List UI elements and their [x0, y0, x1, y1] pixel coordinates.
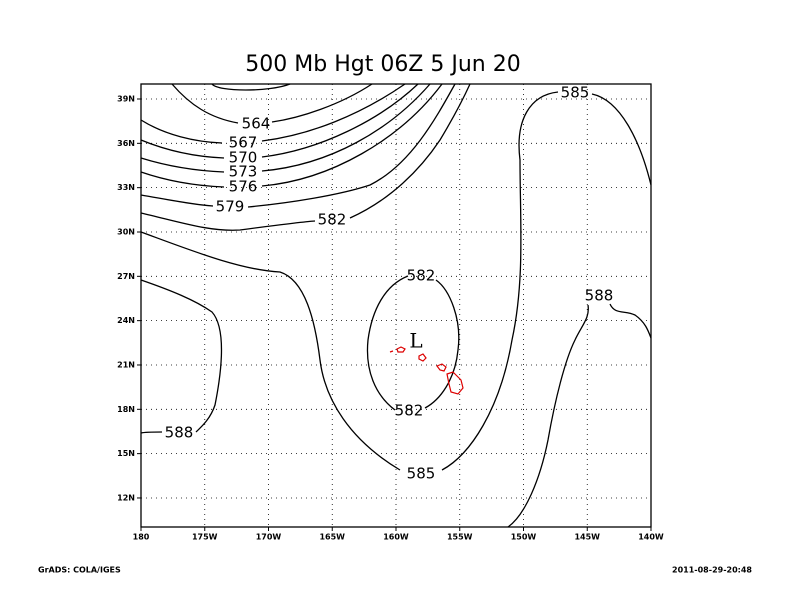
contour-line — [140, 83, 419, 159]
contour-label: 570 — [229, 149, 258, 167]
contour-label: 582 — [318, 211, 347, 229]
contour-line — [140, 83, 406, 144]
x-tick-label: 145W — [574, 533, 600, 542]
y-tick-label: 21N — [117, 360, 135, 369]
island — [446, 371, 464, 395]
islands — [389, 346, 464, 395]
x-tick-label: 155W — [447, 533, 473, 542]
contour-label: 567 — [229, 134, 258, 152]
contour-line — [140, 91, 652, 471]
contour-label: 588 — [585, 287, 614, 305]
y-tick-label: 18N — [117, 405, 135, 414]
contour-label: 585 — [407, 465, 436, 483]
contour-label: 564 — [242, 115, 271, 133]
contour-label: 585 — [561, 84, 590, 102]
contour-line — [140, 83, 471, 231]
y-tick-label: 12N — [117, 493, 135, 502]
contour-label: 573 — [229, 163, 258, 181]
x-tick-label: 180 — [133, 533, 150, 542]
island — [389, 346, 406, 353]
y-tick-label: 27N — [117, 272, 135, 281]
contour-line — [140, 83, 456, 208]
y-tick-label: 36N — [117, 139, 135, 148]
x-tick-label: 160W — [383, 533, 409, 542]
x-tick-label: 175W — [192, 533, 218, 542]
x-tick-label: 150W — [511, 533, 537, 542]
footer-left: GrADS: COLA/IGES — [38, 566, 121, 575]
y-tick-label: 33N — [117, 183, 135, 192]
contour-label: 582 — [395, 402, 424, 420]
contour-line — [366, 275, 460, 411]
contour-label: 579 — [216, 198, 245, 216]
island — [418, 353, 427, 362]
contour-labels: 564 567 570 573 576 579 582 582 582 585 … — [165, 84, 614, 483]
contour-label: 576 — [229, 178, 258, 196]
low-marker: L — [409, 329, 422, 353]
contour-line — [140, 83, 431, 173]
map-title: 500 Mb Hgt 06Z 5 Jun 20 — [245, 52, 520, 77]
island — [436, 363, 447, 372]
contour-line — [507, 303, 652, 528]
y-tick-label: 15N — [117, 449, 135, 458]
y-tick-label: 30N — [117, 227, 135, 236]
contours — [140, 83, 652, 528]
contour-label: 588 — [165, 424, 194, 442]
y-tick-label: 24N — [117, 316, 135, 325]
map-frame — [140, 83, 652, 528]
y-tick-label: 39N — [117, 95, 135, 104]
contour-line — [140, 279, 223, 434]
contour-line — [211, 83, 291, 91]
x-tick-label: 140W — [638, 533, 664, 542]
footer-right: 2011-08-29-20:48 — [672, 566, 752, 575]
contour-line — [140, 83, 443, 188]
x-tick-label: 165W — [319, 533, 345, 542]
contour-line — [171, 83, 373, 124]
x-tick-label: 170W — [256, 533, 282, 542]
contour-label: 582 — [407, 267, 436, 285]
grid — [141, 84, 651, 527]
